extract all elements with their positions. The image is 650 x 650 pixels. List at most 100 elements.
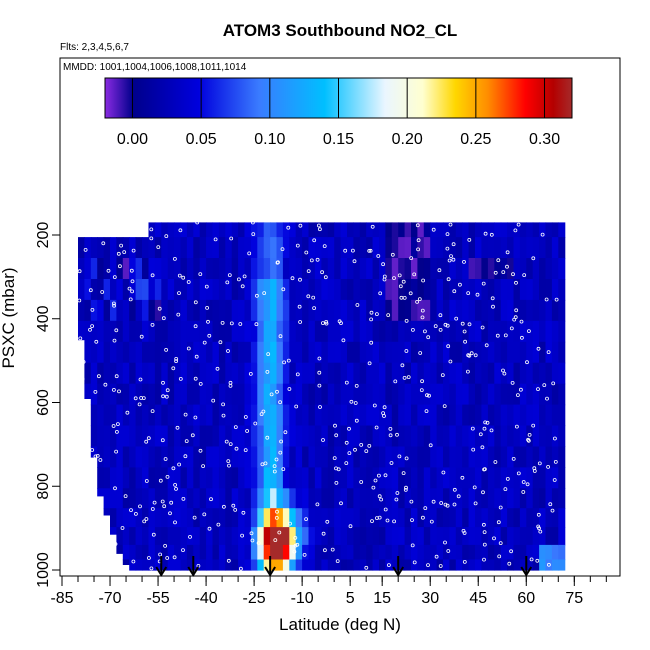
heatmap-cell <box>513 237 521 259</box>
heatmap-cell <box>193 362 201 385</box>
sample-point <box>240 533 245 538</box>
heatmap-cell <box>455 299 463 322</box>
heatmap-cell <box>366 508 374 528</box>
heatmap-cell <box>282 320 290 343</box>
heatmap-cell <box>398 341 406 364</box>
heatmap-cell <box>282 544 290 561</box>
heatmap-cell <box>276 544 284 561</box>
heatmap-cell <box>206 467 214 489</box>
sample-point <box>519 387 523 392</box>
heatmap-cell <box>231 320 239 343</box>
heatmap-cell <box>500 362 508 385</box>
sample-point <box>343 248 348 253</box>
heatmap-cell <box>161 559 169 571</box>
heatmap-cell <box>167 362 175 385</box>
heatmap-cell <box>161 320 169 343</box>
sample-point <box>312 306 317 311</box>
heatmap-cell <box>423 383 431 406</box>
x-tick-label: -85 <box>50 590 73 607</box>
heatmap-cell <box>468 222 476 238</box>
sample-point <box>465 369 470 374</box>
heatmap-cell <box>167 446 175 468</box>
heatmap-cell <box>539 237 547 259</box>
heatmap-cell <box>539 404 547 427</box>
x-tick-label: 60 <box>517 590 535 607</box>
heatmap-cell <box>404 237 412 259</box>
heatmap-cell <box>436 362 444 385</box>
heatmap-cell <box>340 544 348 561</box>
heatmap-cell <box>500 527 508 546</box>
heatmap-cell <box>295 508 303 528</box>
heatmap-cell <box>154 467 162 489</box>
heatmap-cell <box>308 320 316 343</box>
sample-point <box>502 371 507 376</box>
heatmap-cell <box>411 467 418 489</box>
heatmap-cell <box>353 508 361 528</box>
heatmap-cell <box>545 425 553 447</box>
heatmap-cell <box>443 362 450 385</box>
heatmap-cell <box>180 299 188 322</box>
heatmap-cell <box>526 559 534 571</box>
heatmap-cell <box>455 467 463 489</box>
heatmap-cell <box>507 508 515 528</box>
sample-point <box>501 270 506 275</box>
heatmap-cell <box>161 341 169 364</box>
heatmap-cell <box>180 362 188 385</box>
heatmap-cell <box>154 299 162 322</box>
sample-point <box>181 548 185 552</box>
heatmap-cell <box>244 425 252 447</box>
sample-point <box>470 426 475 431</box>
heatmap-cell <box>78 320 85 341</box>
heatmap-cell <box>90 237 98 259</box>
sample-point <box>505 264 509 269</box>
sample-point <box>431 499 436 504</box>
heatmap-cell <box>116 544 124 554</box>
heatmap-cell <box>359 279 367 301</box>
heatmap-cell <box>487 237 495 259</box>
sample-point <box>103 382 108 387</box>
profile-arrow-head <box>392 566 405 577</box>
sample-point <box>157 306 162 311</box>
heatmap-cell <box>321 341 329 364</box>
heatmap-cell <box>206 299 214 322</box>
heatmap-cell <box>507 237 515 259</box>
x-tick-label: -70 <box>98 590 121 607</box>
heatmap-cell <box>551 320 559 343</box>
sample-point <box>404 485 408 490</box>
heatmap-cell <box>97 237 105 259</box>
heatmap-cell <box>449 320 457 343</box>
heatmap-cell <box>289 527 297 546</box>
heatmap-cell <box>97 279 105 301</box>
heatmap-cell <box>250 559 258 571</box>
sample-point <box>168 511 172 516</box>
sample-point <box>548 502 553 507</box>
heatmap-cell <box>391 544 399 561</box>
heatmap-cell <box>250 279 258 301</box>
heatmap-cell <box>353 222 361 238</box>
sample-point <box>402 375 407 380</box>
sample-point <box>330 547 335 552</box>
profile-arrows <box>155 556 533 577</box>
heatmap-cell <box>148 508 156 528</box>
heatmap-cell <box>238 527 246 546</box>
sample-point <box>100 290 105 294</box>
heatmap-cell <box>481 222 489 238</box>
heatmap-cell <box>494 222 502 238</box>
sample-point <box>202 512 207 517</box>
sample-point <box>442 404 447 409</box>
heatmap-cell <box>148 341 156 364</box>
heatmap-cell <box>129 488 137 509</box>
sample-point <box>139 334 144 339</box>
heatmap-cell <box>398 237 406 259</box>
heatmap-cell <box>417 446 425 468</box>
sample-point <box>537 526 541 531</box>
sample-point <box>324 321 329 326</box>
sample-point <box>146 436 151 441</box>
sample-point <box>247 251 252 256</box>
heatmap-cell <box>161 258 169 280</box>
sample-point <box>120 526 125 530</box>
heatmap-cell <box>526 341 534 364</box>
sample-point <box>374 312 379 317</box>
heatmap-cell <box>481 299 489 322</box>
